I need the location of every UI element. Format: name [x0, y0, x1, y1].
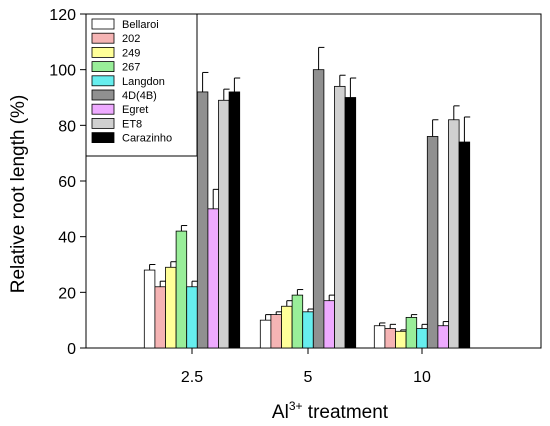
x-axis-title: Al3+ treatment	[272, 399, 389, 423]
bar	[165, 266, 177, 349]
bar	[207, 208, 219, 349]
legend-swatch	[91, 32, 115, 44]
bar	[344, 97, 357, 349]
y-tick-label: 40	[58, 230, 76, 247]
bar	[405, 316, 418, 349]
bar	[154, 286, 166, 349]
legend-swatch	[91, 47, 115, 58]
axis-labels: Relative root length (%) Al3+ treatment	[8, 95, 389, 423]
legend-entry: 4D(4B)	[122, 90, 157, 102]
y-tick-label: 120	[49, 7, 76, 24]
y-tick-label: 60	[58, 174, 76, 191]
y-tick-label: 0	[67, 341, 76, 358]
bar	[437, 325, 449, 349]
legend-entry: 249	[122, 47, 140, 59]
legend-entry: 267	[122, 62, 140, 74]
x-axis-title-rest: treatment	[303, 402, 389, 423]
legend-entry: Langdon	[122, 76, 165, 88]
bar	[270, 314, 282, 349]
y-axis-title: Relative root length (%)	[8, 95, 29, 294]
bar	[281, 305, 293, 349]
legend: Bellaroi 202 249 267 Langdon 4D(4B) Egret ET8 Ca…	[85, 13, 198, 157]
legend-entry: Carazinho	[122, 133, 172, 145]
bar	[218, 99, 230, 349]
bar	[416, 328, 428, 349]
legend-swatch	[91, 61, 115, 72]
x-tick-label: 10	[413, 369, 431, 386]
legend-entry: 202	[122, 33, 140, 45]
legend-entry: ET8	[122, 118, 142, 130]
x-tick-label: 2.5	[181, 369, 203, 386]
legend-swatch	[91, 89, 115, 101]
bar	[228, 91, 241, 349]
bar	[323, 300, 335, 349]
x-axis-title-sup: 3+	[289, 399, 303, 413]
legend-swatch	[91, 132, 115, 144]
bar	[448, 119, 460, 349]
y-tick-label: 20	[58, 285, 76, 302]
legend-swatch	[91, 75, 115, 87]
error-bars	[149, 46, 471, 332]
legend-entry: Bellaroi	[122, 19, 159, 31]
bar	[186, 286, 198, 349]
y-tick-label: 100	[49, 63, 76, 80]
bar	[334, 85, 346, 349]
bar	[143, 269, 156, 349]
bar	[259, 319, 272, 349]
bar	[395, 330, 407, 349]
x-tick-label: 5	[304, 369, 313, 386]
bar	[458, 141, 471, 349]
bar	[291, 294, 304, 349]
legend-entry: Egret	[122, 104, 148, 116]
legend-swatch	[91, 118, 115, 129]
bar	[373, 325, 386, 349]
bar	[312, 69, 325, 349]
bars	[143, 69, 471, 349]
y-tick-label: 80	[58, 118, 76, 135]
legend-swatch	[91, 103, 115, 115]
bar	[302, 311, 314, 349]
bar	[426, 136, 439, 349]
bar	[175, 230, 188, 349]
x-axis-title-main: Al	[272, 402, 289, 423]
bar	[196, 91, 209, 349]
bar	[384, 328, 396, 349]
legend-swatch	[91, 18, 115, 30]
